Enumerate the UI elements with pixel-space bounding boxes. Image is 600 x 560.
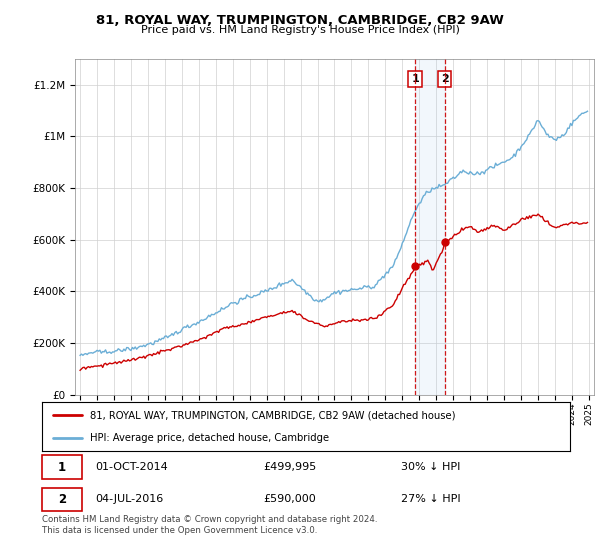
Text: Contains HM Land Registry data © Crown copyright and database right 2024.
This d: Contains HM Land Registry data © Crown c… bbox=[42, 515, 377, 535]
Text: 2: 2 bbox=[441, 74, 449, 84]
Text: 01-OCT-2014: 01-OCT-2014 bbox=[95, 462, 167, 472]
Bar bbox=[415, 59, 445, 395]
Text: 81, ROYAL WAY, TRUMPINGTON, CAMBRIDGE, CB2 9AW: 81, ROYAL WAY, TRUMPINGTON, CAMBRIDGE, C… bbox=[96, 14, 504, 27]
Text: 27% ↓ HPI: 27% ↓ HPI bbox=[401, 494, 461, 505]
FancyBboxPatch shape bbox=[42, 455, 82, 479]
Text: Price paid vs. HM Land Registry's House Price Index (HPI): Price paid vs. HM Land Registry's House … bbox=[140, 25, 460, 35]
Text: 81, ROYAL WAY, TRUMPINGTON, CAMBRIDGE, CB2 9AW (detached house): 81, ROYAL WAY, TRUMPINGTON, CAMBRIDGE, C… bbox=[89, 410, 455, 421]
Text: 1: 1 bbox=[58, 461, 66, 474]
Text: 2: 2 bbox=[58, 493, 66, 506]
Text: £590,000: £590,000 bbox=[264, 494, 317, 505]
Text: 1: 1 bbox=[411, 74, 419, 84]
Text: 30% ↓ HPI: 30% ↓ HPI bbox=[401, 462, 460, 472]
Text: HPI: Average price, detached house, Cambridge: HPI: Average price, detached house, Camb… bbox=[89, 433, 329, 444]
Text: 04-JUL-2016: 04-JUL-2016 bbox=[95, 494, 163, 505]
Text: £499,995: £499,995 bbox=[264, 462, 317, 472]
FancyBboxPatch shape bbox=[42, 488, 82, 511]
